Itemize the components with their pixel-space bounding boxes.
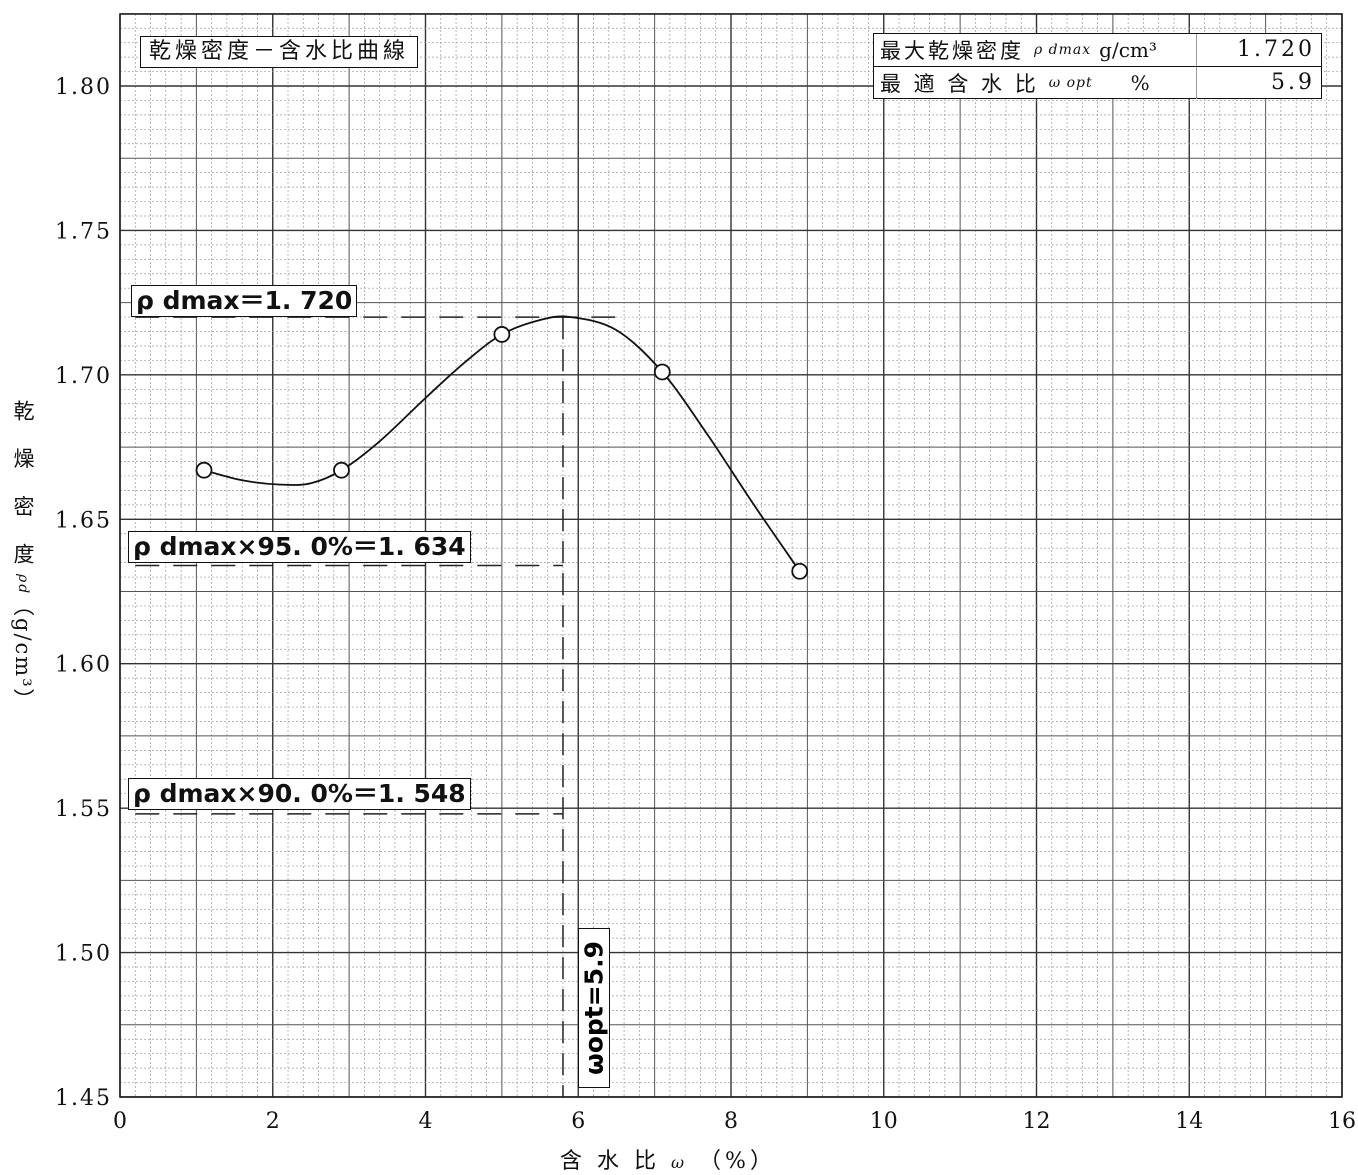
- reference-lines: [135, 316, 625, 1097]
- wopt-label-text: ωopt=5.9: [579, 941, 609, 1075]
- data-point: [195, 461, 213, 479]
- x-axis-symbol: ω: [671, 1153, 689, 1172]
- x-axis-unit: （%）: [699, 1149, 776, 1174]
- y-axis-symbol: ρd: [15, 574, 31, 596]
- plot-frame: [119, 13, 1343, 1098]
- y-axis-unit: （g/cm³）: [11, 595, 35, 712]
- y-tick-label: 1.55: [55, 797, 112, 822]
- x-tick-label: 4: [419, 1109, 433, 1134]
- compaction-curve: [203, 315, 801, 572]
- wopt-label: ωopt=5.9: [578, 928, 610, 1088]
- result-value: 5.9: [1196, 67, 1321, 99]
- y-axis-label: 乾 燥 密 度: [11, 400, 35, 575]
- ref-label-dmax: ρ dmax＝1. 720: [131, 285, 358, 317]
- result-symbol: ω opt: [1048, 75, 1093, 91]
- ref-label-90: ρ dmax×90. 0%＝1. 548: [128, 778, 471, 810]
- result-unit: g/cm³: [1099, 38, 1157, 62]
- ref-label-95: ρ dmax×95. 0%＝1. 634: [128, 531, 471, 563]
- y-tick-label: 1.80: [55, 75, 112, 100]
- curve-layer: [203, 315, 801, 572]
- x-tick-label: 14: [1175, 1109, 1203, 1134]
- x-tick-label: 2: [266, 1109, 280, 1134]
- x-tick-label: 12: [1023, 1109, 1051, 1134]
- chart-title: 乾燥密度－含水比曲線: [140, 36, 419, 68]
- x-axis-label: 含 水 比: [560, 1149, 660, 1174]
- data-point: [791, 562, 809, 580]
- y-tick-label: 1.50: [55, 942, 112, 967]
- data-point: [493, 326, 511, 343]
- x-tick-label: 8: [724, 1109, 738, 1134]
- result-unit: %: [1130, 71, 1150, 95]
- data-point: [333, 461, 350, 479]
- x-tick-label: 16: [1328, 1109, 1356, 1134]
- result-label: 最 適 含 水 比: [880, 72, 1039, 96]
- result-label: 最大乾燥密度: [880, 39, 1024, 63]
- y-tick-labels: 1.45 1.50 1.55 1.60 1.65 1.70 1.75 1.80: [55, 75, 112, 1111]
- x-tick-labels: 0 2 4 6 8 10 12 14 16: [113, 1109, 1356, 1134]
- y-axis-title: 乾 燥 密 度 ρd （g/cm³）: [3, 400, 43, 712]
- result-table: 最大乾燥密度 ρ dmax g/cm³ 1.720 最 適 含 水 比 ω op…: [873, 33, 1322, 99]
- y-tick-label: 1.60: [55, 653, 112, 678]
- y-tick-label: 1.75: [55, 219, 112, 244]
- data-points: [195, 326, 809, 580]
- y-tick-label: 1.45: [55, 1086, 112, 1111]
- result-value: 1.720: [1196, 34, 1321, 66]
- y-tick-label: 1.65: [55, 508, 112, 533]
- result-symbol: ρ dmax: [1034, 42, 1092, 58]
- x-tick-label: 0: [113, 1109, 127, 1134]
- y-tick-label: 1.70: [55, 364, 112, 389]
- x-axis-title: 含 水 比 ω （%）: [560, 1143, 776, 1175]
- x-tick-label: 10: [870, 1109, 898, 1134]
- result-row-max-density: 最大乾燥密度 ρ dmax g/cm³ 1.720: [874, 34, 1321, 66]
- data-point: [653, 363, 671, 381]
- x-tick-label: 6: [571, 1109, 585, 1134]
- result-row-optimum-moisture: 最 適 含 水 比 ω opt % 5.9: [874, 66, 1321, 99]
